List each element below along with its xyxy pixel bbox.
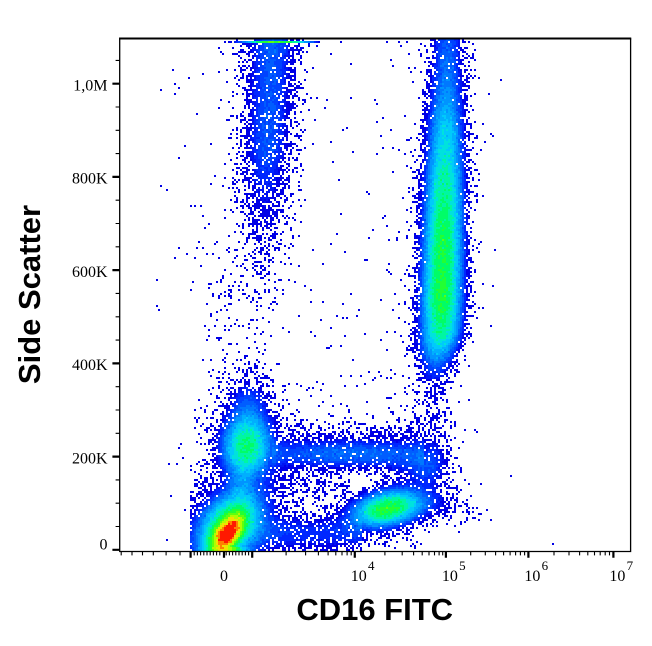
svg-text:6: 6 (542, 558, 549, 573)
svg-text:Side Scatter: Side Scatter (12, 205, 47, 384)
svg-text:1,0M: 1,0M (73, 77, 107, 94)
svg-text:800K: 800K (72, 171, 108, 188)
svg-text:600K: 600K (72, 264, 108, 281)
svg-text:0: 0 (220, 568, 228, 585)
svg-text:0: 0 (100, 537, 108, 554)
svg-text:7: 7 (627, 558, 634, 573)
svg-text:200K: 200K (72, 450, 108, 467)
svg-text:10: 10 (524, 568, 540, 585)
svg-text:10: 10 (442, 568, 458, 585)
svg-text:5: 5 (459, 558, 466, 573)
svg-text:10: 10 (609, 568, 625, 585)
svg-text:400K: 400K (72, 357, 108, 374)
svg-text:4: 4 (368, 558, 375, 573)
svg-text:10: 10 (351, 568, 367, 585)
svg-text:CD16 FITC: CD16 FITC (296, 592, 453, 627)
